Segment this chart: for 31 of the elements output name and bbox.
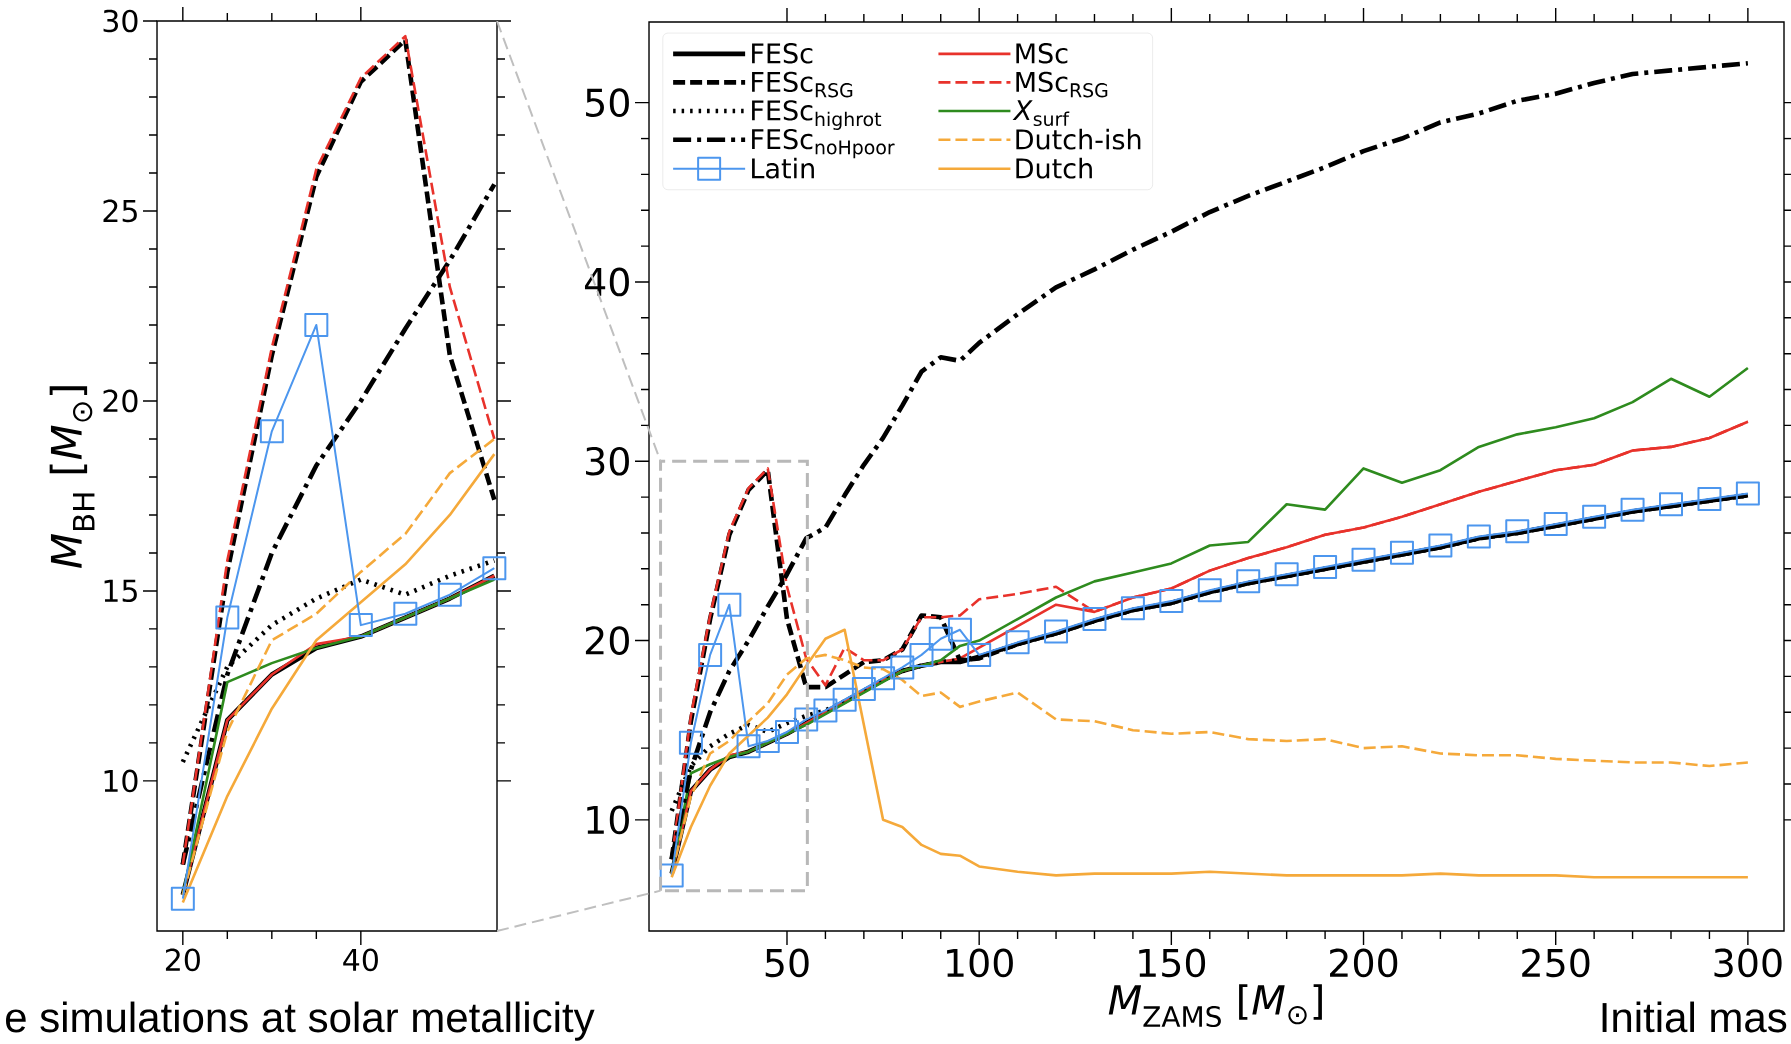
x-tick-label: 40 — [343, 948, 378, 972]
x-tick-label: 20 — [165, 948, 200, 972]
x-tick-label: 200 — [1330, 948, 1398, 978]
text: Initial mas — [1602, 1001, 1787, 1033]
y-tick-label: 15 — [104, 579, 137, 603]
legend-label: FESc$_{RSG}$ — [752, 71, 853, 98]
legend-label: MSc$_{RSG}$ — [1016, 71, 1108, 98]
legend-label: Latin — [752, 157, 814, 179]
x-axis-title: M$_{ZAMS}$ [M$_{⊙}$] — [1108, 984, 1322, 1028]
legend-label: MSc — [1016, 43, 1068, 64]
x-tick-label: 300 — [1714, 948, 1782, 978]
x-tick-label: 250 — [1522, 948, 1590, 978]
y-tick-label: 25 — [103, 199, 137, 223]
y-tick-label: 30 — [586, 446, 629, 476]
y-tick-label: 20 — [103, 389, 138, 413]
y-tick-label: 50 — [586, 88, 629, 118]
y-tick-label: 30 — [103, 9, 138, 33]
y-tick-label: 20 — [585, 626, 629, 655]
x-tick-label: 100 — [947, 948, 1013, 978]
text: e simulations at solar metallicity — [6, 1001, 595, 1041]
legend-label: Dutch — [1016, 157, 1092, 179]
x-tick-label: 150 — [1139, 948, 1206, 978]
y-tick-label: 10 — [587, 805, 629, 835]
y-tick-label: 10 — [104, 769, 138, 793]
legend-label: FESc$_{highrot}$ — [752, 100, 882, 130]
x-tick-label: 50 — [765, 948, 809, 978]
y-axis-title: M$_{BH}$ [M$_{⊙}$] — [49, 386, 95, 569]
legend-label: X$_{surf}$ — [1012, 100, 1070, 127]
legend-label: Dutch-ish — [1016, 128, 1141, 150]
y-tick-label: 40 — [584, 267, 629, 297]
legend-label: FESc — [752, 43, 813, 64]
